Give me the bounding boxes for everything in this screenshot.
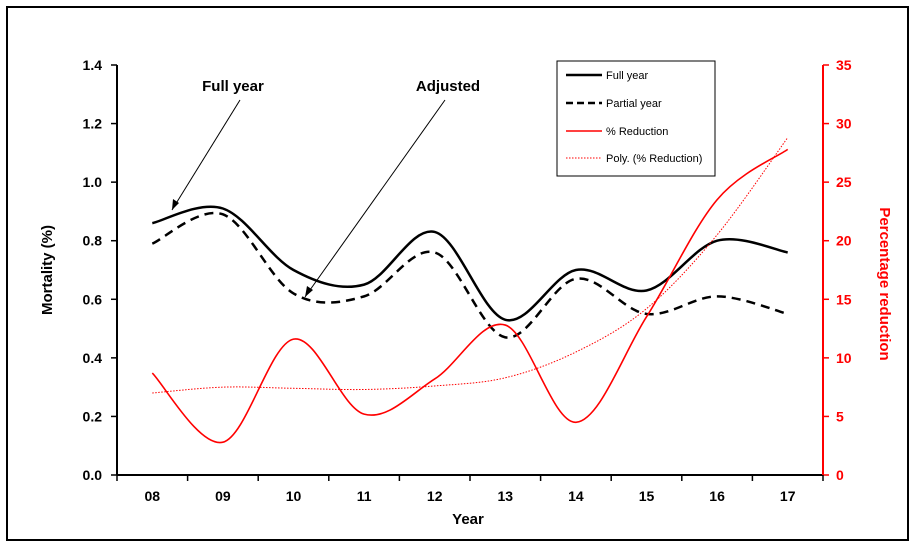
x-tick-label: 11 — [357, 488, 372, 504]
annotation-full-year-arrowhead — [172, 199, 179, 210]
x-tick-label: 12 — [427, 488, 443, 504]
series-pct-reduction-line — [151, 148, 789, 444]
axes-layer: 0.0 0.2 0.4 0.6 0.8 1.0 1.2 1.4 0 5 10 15 20 25 30 35 08… — [83, 57, 852, 504]
y-right-tick-label: 35 — [836, 57, 852, 73]
y-left-axis-title: Mortality (%) — [39, 225, 56, 315]
annotation-adjusted-arrowhead — [305, 286, 313, 297]
y-right-tick-label: 20 — [836, 233, 852, 249]
x-tick-label: 10 — [286, 488, 302, 504]
x-tick-label: 13 — [498, 488, 514, 504]
x-tick-label: 15 — [639, 488, 655, 504]
y-left-tick-label: 0.0 — [83, 467, 103, 483]
y-right-tick-label: 25 — [836, 174, 852, 190]
annotation-full-year-arrow — [171, 99, 241, 211]
series-full-year-line — [151, 205, 788, 322]
legend: Full year Partial year % Reduction Poly.… — [556, 60, 716, 177]
y-left-tick-label: 0.2 — [83, 408, 103, 424]
annotation-adjusted-arrow — [304, 99, 446, 298]
series-partial-year-line — [151, 211, 789, 339]
y-right-tick-label: 15 — [836, 291, 852, 307]
legend-box — [556, 60, 716, 177]
annotation-adjusted-label: Adjusted — [416, 78, 480, 95]
legend-label-full-year: Full year — [606, 70, 649, 82]
y-right-axis-title: Percentage reduction — [876, 207, 893, 360]
y-left-tick-label: 1.0 — [83, 174, 103, 190]
x-axis-title: Year — [452, 511, 484, 528]
y-left-tick-label: 0.6 — [83, 291, 103, 307]
y-left-tick-label: 1.4 — [83, 57, 103, 73]
y-right-tick-label: 10 — [836, 350, 852, 366]
x-tick-label: 09 — [215, 488, 231, 504]
x-tick-label: 08 — [145, 488, 161, 504]
x-tick-label: 17 — [780, 488, 796, 504]
annotation-adjusted: Adjusted — [304, 78, 480, 298]
legend-label-partial-year: Partial year — [606, 98, 662, 110]
y-right-tick-label: 5 — [836, 408, 844, 424]
y-right-tick-label: 30 — [836, 116, 852, 132]
series-layer — [151, 137, 789, 444]
legend-label-poly: Poly. (% Reduction) — [606, 153, 702, 165]
y-left-tick-label: 0.4 — [83, 350, 103, 366]
annotation-full-year: Full year — [171, 78, 264, 211]
x-tick-label: 16 — [709, 488, 725, 504]
annotation-full-year-label: Full year — [202, 78, 264, 95]
y-left-tick-label: 0.8 — [83, 233, 103, 249]
legend-label-pct-reduction: % Reduction — [606, 126, 668, 138]
x-tick-label: 14 — [568, 488, 584, 504]
y-left-tick-label: 1.2 — [83, 116, 103, 132]
y-right-tick-label: 0 — [836, 467, 844, 483]
